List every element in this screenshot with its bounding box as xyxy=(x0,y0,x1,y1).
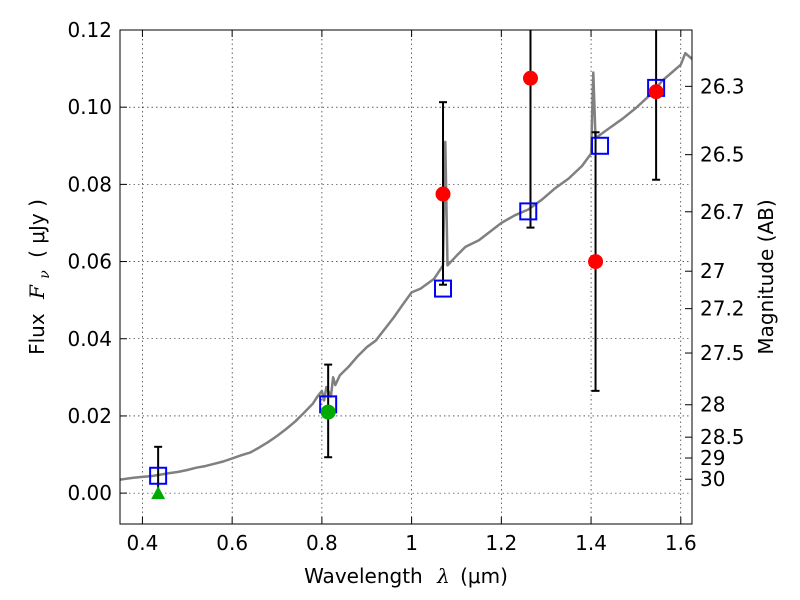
green-detection-point xyxy=(320,404,336,420)
x-tick-label: 1.6 xyxy=(665,531,697,555)
y2-tick-label: 26.5 xyxy=(700,143,745,167)
y-axis-label-symbol: F xyxy=(25,284,49,300)
x-tick-label: 0.8 xyxy=(306,531,338,555)
y-tick-label: 0.12 xyxy=(67,18,112,42)
y-tick-label: 0.02 xyxy=(67,404,112,428)
y-axis-label: Flux F ν ( μJy ) xyxy=(25,199,54,355)
data-layer xyxy=(120,30,692,500)
y-tick-label: 0.08 xyxy=(67,172,112,196)
detection-point xyxy=(522,70,538,86)
x-axis-label-prefix: Wavelength xyxy=(304,564,423,588)
y-axis-label-unit: ( μJy ) xyxy=(25,199,49,258)
y-tick-label: 0.06 xyxy=(67,250,112,274)
x-axis-label-unit: (μm) xyxy=(460,564,508,588)
y-tick-label: 0.00 xyxy=(67,481,112,505)
y2-tick-label: 28.5 xyxy=(700,425,745,449)
x-tick-label: 1.4 xyxy=(575,531,607,555)
x-axis-ticks: 0.4 0.6 0.8 1 1.2 1.4 1.6 xyxy=(127,30,697,555)
y-tick-label: 0.10 xyxy=(67,95,112,119)
y-axis-label-subscript: ν xyxy=(37,270,53,279)
y2-tick-label: 27 xyxy=(700,259,725,283)
y2-tick-label: 29 xyxy=(700,446,725,470)
model-photometry-square xyxy=(149,466,168,485)
detection-point xyxy=(435,186,451,202)
x-tick-label: 1.2 xyxy=(485,531,517,555)
x-axis-label-lambda: λ xyxy=(436,564,450,588)
x-axis-label: Wavelength λ (μm) xyxy=(304,564,508,588)
y2-tick-label: 27.5 xyxy=(700,341,745,365)
model-photometry-square xyxy=(591,136,610,155)
y2-tick-label: 30 xyxy=(700,467,725,491)
detection-point xyxy=(648,84,664,100)
x-tick-label: 0.6 xyxy=(216,531,248,555)
y2-axis-label: Magnitude (AB) xyxy=(754,199,778,354)
y2-tick-label: 26.3 xyxy=(700,74,745,98)
x-tick-label: 1 xyxy=(405,531,418,555)
plot-frame xyxy=(119,29,693,525)
x-tick-label: 0.4 xyxy=(127,531,159,555)
detection-point xyxy=(588,254,604,270)
model-photometry-square xyxy=(434,279,453,298)
grid-lines xyxy=(120,29,692,524)
y2-tick-label: 26.7 xyxy=(700,200,745,224)
y-tick-label: 0.04 xyxy=(67,327,112,351)
y-axis-label-prefix: Flux xyxy=(25,313,49,355)
y-axis-ticks: 0.00 0.02 0.04 0.06 0.08 0.10 0.12 xyxy=(67,18,127,505)
upper-limit-triangle xyxy=(151,486,166,500)
y2-tick-label: 28 xyxy=(700,393,725,417)
plot-area xyxy=(119,29,693,525)
y2-tick-label: 27.2 xyxy=(700,297,745,321)
model-photometry-square xyxy=(519,202,538,221)
